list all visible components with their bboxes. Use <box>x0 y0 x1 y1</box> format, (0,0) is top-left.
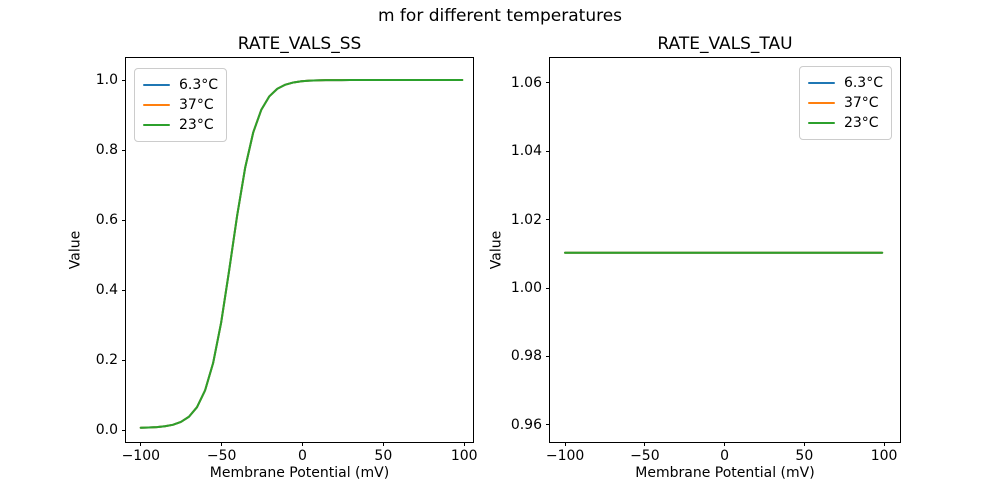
y-axis-label-tau: Value <box>488 230 505 270</box>
plot-area-ss: 6.3°C 37°C 23°C −100 −50 0 50 100 0.0 0.2 0.4 0.6 0… <box>96 57 478 464</box>
legend-entry-label: 6.3°C <box>179 77 219 93</box>
x-tick-label: −100 <box>121 448 161 464</box>
y-tick-label: 1.04 <box>510 143 542 160</box>
figure-title: m for different temperatures <box>377 6 623 26</box>
y-tick <box>122 219 126 221</box>
x-tick-label: 0 <box>298 448 307 464</box>
series-line-23°C <box>139 78 464 429</box>
x-tick <box>382 442 384 446</box>
y-tick <box>546 424 550 426</box>
y-tick-label: 0.4 <box>95 282 118 298</box>
subplot-rate-vals-ss: RATE_VALS_SS 6.3°C 37°C 23°C −100 −50 0 50 100… <box>68 34 478 481</box>
y-tick <box>122 289 126 291</box>
plot-area-tau: 6.3°C 37°C 23°C −100 −50 0 50 100 0.96 0.98 1.00 1… <box>511 57 901 464</box>
y-tick-label: 1.06 <box>510 74 542 91</box>
x-tick <box>140 442 142 446</box>
y-tick-label: 0.98 <box>510 348 542 365</box>
y-tick <box>546 355 550 357</box>
x-tick-label: −50 <box>206 448 237 464</box>
y-tick <box>122 359 126 361</box>
line-chart-ss <box>139 78 464 429</box>
subplot-rate-vals-tau: RATE_VALS_TAU 6.3°C 37°C 23°C −100 −50 0 50 10… <box>489 34 901 481</box>
y-tick-label: 0.6 <box>95 212 118 228</box>
y-tick-label: 0.96 <box>510 416 542 433</box>
legend-line-swatch <box>143 84 170 86</box>
legend-line-swatch <box>807 102 835 104</box>
x-tick-label: 0 <box>720 448 730 464</box>
legend-entry: 23°C <box>807 113 883 133</box>
line-chart-tau <box>564 251 884 254</box>
legend-entry: 6.3°C <box>807 73 883 93</box>
x-tick <box>221 442 223 446</box>
x-tick <box>564 442 566 446</box>
legend-line-swatch <box>807 122 835 124</box>
y-tick-label: 1.0 <box>95 72 118 88</box>
y-tick-label: 1.00 <box>510 280 542 296</box>
subplot-ss-title: RATE_VALS_SS <box>237 34 362 54</box>
legend-entry: 23°C <box>143 115 218 135</box>
x-tick-label: 100 <box>870 448 898 464</box>
y-axis-label-ss: Value <box>67 230 84 270</box>
x-axis-label-tau: Membrane Potential (mV) <box>635 465 815 481</box>
x-tick <box>302 442 303 446</box>
x-tick <box>803 442 805 446</box>
legend-line-swatch <box>807 82 835 84</box>
x-tick-label: −50 <box>630 448 660 464</box>
x-tick-label: 100 <box>450 448 478 464</box>
x-tick <box>463 442 465 446</box>
y-tick-label: 1.02 <box>510 211 542 228</box>
y-tick <box>546 287 550 289</box>
x-tick <box>724 442 726 446</box>
legend-entry-label: 23°C <box>843 115 879 131</box>
legend-entry: 37°C <box>807 93 883 113</box>
y-tick-label: 0.2 <box>95 352 118 368</box>
legend-entry-label: 37°C <box>843 95 879 111</box>
y-tick <box>122 429 126 431</box>
x-axis-label-ss: Membrane Potential (mV) <box>209 465 390 481</box>
legend-entry-label: 23°C <box>179 117 214 133</box>
legend-entry: 37°C <box>143 95 218 115</box>
legend-line-swatch <box>143 124 170 126</box>
y-tick <box>546 219 550 221</box>
y-tick-label: 0.8 <box>95 142 118 158</box>
y-tick <box>546 82 550 84</box>
legend-entry-label: 37°C <box>179 97 214 113</box>
x-tick-label: −100 <box>545 448 585 464</box>
subplot-tau-title: RATE_VALS_TAU <box>657 34 793 54</box>
x-tick-label: 50 <box>795 448 814 464</box>
x-tick-label: 50 <box>374 448 393 464</box>
x-tick <box>644 442 646 446</box>
x-tick <box>883 442 885 446</box>
legend-ss: 6.3°C 37°C 23°C <box>134 68 228 142</box>
legend-line-swatch <box>143 104 170 106</box>
legend-tau: 6.3°C 37°C 23°C <box>798 66 892 140</box>
y-tick <box>122 149 126 151</box>
legend-entry-label: 6.3°C <box>843 75 883 91</box>
y-tick <box>122 79 126 81</box>
y-tick-label: 0.0 <box>95 422 118 438</box>
legend-entry: 6.3°C <box>143 75 218 95</box>
y-tick <box>546 150 550 152</box>
